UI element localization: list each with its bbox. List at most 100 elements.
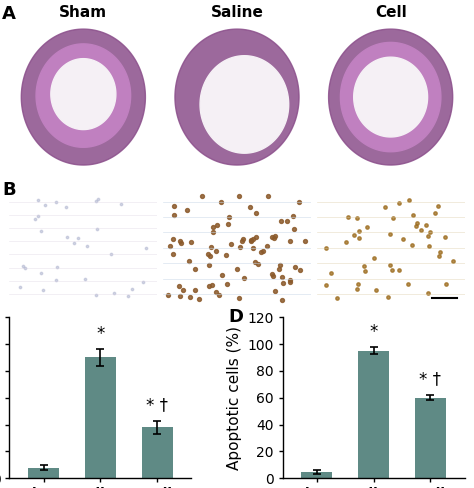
Point	[259, 246, 266, 254]
Point	[361, 262, 368, 270]
Point	[212, 288, 219, 296]
Point	[93, 225, 100, 233]
Point	[54, 264, 61, 271]
Point	[176, 292, 184, 300]
Point	[390, 214, 397, 222]
Point	[422, 222, 429, 229]
Point	[362, 267, 369, 275]
Text: D: D	[228, 307, 243, 325]
Point	[164, 291, 172, 299]
Point	[16, 283, 23, 291]
Point	[355, 234, 363, 242]
Point	[167, 243, 174, 250]
Point	[344, 213, 352, 221]
Point	[208, 281, 216, 288]
Point	[223, 280, 231, 288]
Point	[286, 278, 294, 286]
Title: Cell: Cell	[375, 5, 407, 20]
Point	[409, 211, 416, 219]
Point	[227, 240, 235, 248]
Point	[195, 295, 202, 303]
Point	[107, 250, 115, 258]
Point	[269, 233, 276, 241]
Point	[351, 231, 358, 239]
Point	[213, 247, 220, 255]
Point	[175, 282, 182, 290]
Polygon shape	[175, 29, 299, 165]
Point	[37, 227, 45, 235]
Point	[142, 244, 150, 252]
Point	[417, 226, 425, 234]
Point	[354, 280, 362, 288]
Point	[74, 234, 82, 242]
Point	[216, 291, 223, 299]
Point	[279, 296, 286, 304]
Point	[235, 294, 243, 302]
Point	[387, 261, 394, 268]
Bar	[28, 468, 59, 478]
Point	[286, 237, 293, 244]
Point	[235, 192, 243, 200]
Point	[93, 198, 100, 205]
Point	[275, 265, 283, 273]
Point	[399, 235, 407, 243]
Point	[257, 248, 265, 256]
Point	[271, 232, 278, 240]
Point	[19, 262, 27, 270]
Point	[63, 233, 71, 241]
Point	[264, 192, 272, 200]
Point	[191, 286, 199, 294]
Point	[252, 209, 260, 217]
Point	[342, 238, 350, 245]
Point	[238, 237, 246, 245]
Point	[436, 252, 443, 260]
Point	[247, 237, 255, 245]
Point	[206, 262, 213, 269]
Point	[94, 195, 102, 203]
Point	[283, 218, 291, 225]
Point	[254, 260, 262, 268]
Point	[83, 242, 91, 250]
Y-axis label: Apoptotic cells (%): Apoptotic cells (%)	[227, 325, 242, 470]
Point	[208, 243, 215, 251]
Point	[236, 243, 244, 250]
Point	[71, 239, 78, 247]
Point	[110, 289, 118, 297]
Point	[247, 236, 255, 244]
Point	[405, 196, 413, 203]
Point	[52, 199, 60, 206]
Point	[263, 242, 271, 249]
Point	[118, 200, 125, 208]
Point	[40, 286, 47, 294]
Point	[32, 215, 39, 223]
Point	[434, 202, 442, 209]
Point	[206, 252, 214, 260]
Point	[240, 274, 247, 282]
Point	[191, 265, 199, 273]
Point	[425, 232, 432, 240]
Point	[295, 198, 302, 206]
Polygon shape	[21, 29, 146, 165]
Point	[176, 237, 183, 244]
Point	[286, 277, 293, 285]
Point	[386, 230, 393, 238]
Title: Sham: Sham	[59, 5, 108, 20]
Point	[353, 285, 361, 293]
Point	[199, 192, 206, 200]
Bar	[301, 471, 332, 478]
Point	[278, 217, 285, 224]
Point	[128, 285, 136, 293]
Point	[301, 237, 309, 244]
Point	[425, 243, 433, 250]
Point	[441, 233, 449, 241]
Text: A: A	[2, 5, 16, 23]
Bar	[415, 398, 446, 478]
Point	[431, 209, 438, 217]
Point	[424, 289, 432, 297]
Point	[251, 259, 258, 266]
Point	[395, 266, 403, 274]
Point	[442, 281, 450, 288]
Text: * †: * †	[419, 370, 441, 388]
Bar	[358, 351, 389, 478]
Point	[413, 219, 421, 226]
